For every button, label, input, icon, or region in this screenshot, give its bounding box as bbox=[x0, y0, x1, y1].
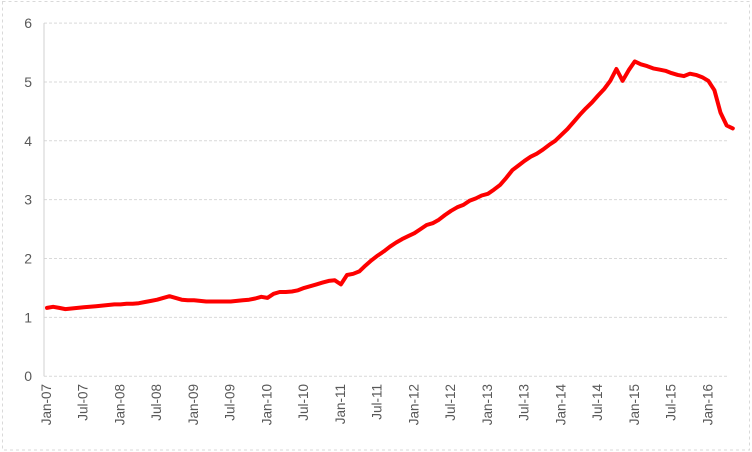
y-axis-tick-labels: 0 1 2 3 4 5 6 bbox=[24, 15, 32, 384]
x-axis-tick-label: Jan-13 bbox=[480, 384, 495, 425]
y-axis-tick-label: 6 bbox=[24, 15, 32, 31]
x-axis-tick-label: Jul-15 bbox=[664, 384, 679, 421]
x-axis-tick-label: Jan-16 bbox=[700, 384, 715, 425]
x-axis-tick-labels: Jan-07 Jul-07 Jan-08 Jul-08 Jan-09 Jul-09 Jan-… bbox=[39, 384, 715, 426]
x-axis-tick-label: Jan-08 bbox=[112, 384, 127, 425]
x-axis-tick-label: Jan-07 bbox=[39, 384, 54, 425]
horizontal-gridlines bbox=[44, 22, 729, 377]
x-axis-tick-label: Jul-13 bbox=[517, 384, 532, 421]
x-axis-tick-label: Jan-14 bbox=[553, 384, 568, 426]
y-axis-tick-label: 2 bbox=[24, 251, 32, 267]
y-axis-tick-label: 3 bbox=[24, 192, 32, 208]
y-axis-tick-label: 5 bbox=[24, 74, 32, 90]
x-axis-tick-label: Jul-08 bbox=[149, 384, 164, 421]
x-axis-tick-label: Jul-14 bbox=[590, 384, 605, 421]
x-axis-tick-label: Jan-10 bbox=[259, 384, 274, 425]
x-axis-tick-label: Jul-10 bbox=[296, 384, 311, 421]
x-axis-tick-label: Jul-07 bbox=[76, 384, 91, 421]
data-series-line bbox=[45, 59, 735, 312]
y-axis-tick-label: 1 bbox=[24, 309, 32, 325]
y-axis-tick-label: 0 bbox=[24, 368, 32, 384]
x-axis-tick-label: Jan-15 bbox=[627, 384, 642, 425]
x-axis-tick-label: Jan-09 bbox=[186, 384, 201, 425]
x-axis-tick-label: Jan-12 bbox=[406, 384, 421, 425]
y-axis-tick-label: 4 bbox=[24, 133, 32, 149]
x-axis-tick-label: Jul-11 bbox=[370, 384, 385, 420]
x-axis-tick-label: Jul-12 bbox=[443, 384, 458, 421]
x-axis-tick-label: Jan-11 bbox=[333, 384, 348, 424]
x-axis-tick-label: Jul-09 bbox=[223, 384, 238, 421]
